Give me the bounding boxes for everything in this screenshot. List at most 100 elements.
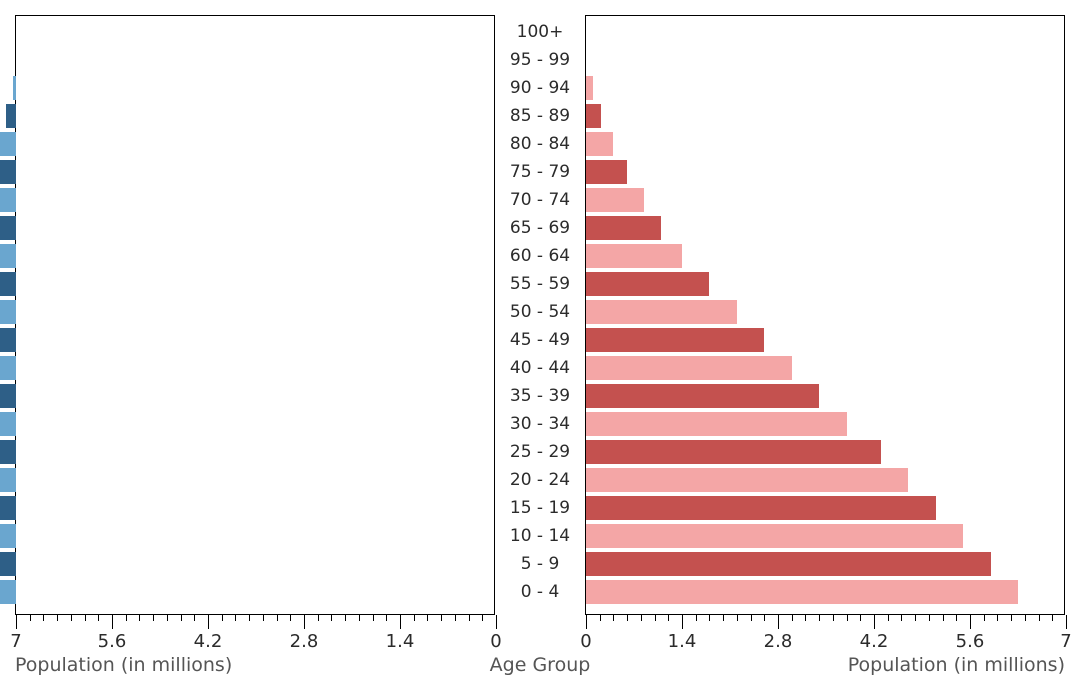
age-group-label: 65 - 69: [495, 218, 585, 238]
age-group-label: 90 - 94: [495, 78, 585, 98]
x-tick-label: 2.8: [290, 631, 319, 652]
x-tick: [764, 615, 765, 621]
bar-right: [586, 104, 601, 128]
x-tick: [668, 615, 669, 621]
age-group-label: 75 - 79: [495, 162, 585, 182]
x-tick: [482, 615, 483, 621]
x-tick: [167, 615, 168, 621]
x-tick: [98, 615, 99, 621]
age-group-label: 5 - 9: [495, 554, 585, 574]
bar-right: [586, 580, 1018, 604]
bar-left: [0, 384, 16, 408]
age-group-label: 15 - 19: [495, 498, 585, 518]
bar-left: [0, 328, 16, 352]
x-tick-label: 4.2: [860, 631, 889, 652]
x-tick: [318, 615, 319, 621]
x-tick: [85, 615, 86, 621]
bar-left: [0, 440, 16, 464]
x-tick: [222, 615, 223, 621]
population-pyramid: 01.42.84.25.67 100+95 - 9990 - 9485 - 89…: [0, 0, 1080, 694]
bar-left: [0, 552, 16, 576]
x-tick: [359, 615, 360, 621]
x-tick: [263, 615, 264, 621]
x-tick: [929, 615, 930, 621]
x-tick: [400, 615, 401, 629]
x-tick: [915, 615, 916, 621]
x-tick: [126, 615, 127, 621]
bar-left: [13, 76, 16, 100]
x-tick: [874, 615, 875, 629]
x-tick: [139, 615, 140, 621]
age-group-label: 85 - 89: [495, 106, 585, 126]
age-group-label: 95 - 99: [495, 50, 585, 70]
x-tick: [792, 615, 793, 621]
x-tick: [655, 615, 656, 621]
bar-left: [0, 272, 16, 296]
bar-right: [586, 524, 963, 548]
bar-right: [586, 552, 991, 576]
bar-left: [0, 468, 16, 492]
bar-left: [6, 104, 16, 128]
x-tick: [441, 615, 442, 621]
x-tick: [112, 615, 113, 629]
age-group-label: 70 - 74: [495, 190, 585, 210]
x-tick-label: 7: [1060, 631, 1071, 652]
bar-left: [0, 496, 16, 520]
x-tick: [71, 615, 72, 621]
bar-right: [586, 496, 936, 520]
x-tick: [30, 615, 31, 621]
age-group-label: 40 - 44: [495, 358, 585, 378]
x-tick: [469, 615, 470, 621]
x-tick: [833, 615, 834, 621]
x-tick: [1039, 615, 1040, 621]
age-group-label: 80 - 84: [495, 134, 585, 154]
x-tick: [304, 615, 305, 629]
x-tick-label: 1.4: [668, 631, 697, 652]
age-group-label: 35 - 39: [495, 386, 585, 406]
bar-right: [586, 300, 737, 324]
x-tick: [181, 615, 182, 621]
age-group-label: 60 - 64: [495, 246, 585, 266]
bar-left: [0, 244, 16, 268]
x-tick: [627, 615, 628, 621]
x-tick: [778, 615, 779, 629]
bar-left: [0, 356, 16, 380]
bar-right: [586, 272, 709, 296]
x-tick: [290, 615, 291, 621]
x-tick: [455, 615, 456, 621]
bar-right: [586, 244, 682, 268]
age-group-label: 55 - 59: [495, 274, 585, 294]
age-group-label: 20 - 24: [495, 470, 585, 490]
x-tick-label: 5.6: [98, 631, 127, 652]
x-tick: [208, 615, 209, 629]
age-group-label: 30 - 34: [495, 414, 585, 434]
x-tick: [709, 615, 710, 621]
bar-right: [586, 216, 661, 240]
x-tick-label: 5.6: [956, 631, 985, 652]
x-tick: [496, 615, 497, 629]
x-tick: [331, 615, 332, 621]
chart-area: 01.42.84.25.67 100+ 95 - 99 90 - 94 85 - 89…: [15, 15, 1065, 615]
x-tick: [847, 615, 848, 621]
bar-right: [586, 160, 627, 184]
x-tick: [600, 615, 601, 621]
x-tick: [970, 615, 971, 629]
bar-right: [586, 356, 792, 380]
age-group-label: 100+: [495, 22, 585, 42]
bar-left: [0, 524, 16, 548]
x-tick-label: 7: [10, 631, 21, 652]
x-tick: [235, 615, 236, 621]
x-tick: [57, 615, 58, 621]
x-tick: [194, 615, 195, 621]
bar-left: [0, 412, 16, 436]
x-tick: [737, 615, 738, 621]
bar-right: [586, 132, 613, 156]
bar-right: [586, 76, 593, 100]
x-tick: [386, 615, 387, 621]
x-tick-label: 0: [490, 631, 501, 652]
bar-left: [0, 188, 16, 212]
x-tick: [1011, 615, 1012, 621]
age-group-label: 45 - 49: [495, 330, 585, 350]
panel-left: 01.42.84.25.67: [15, 15, 495, 615]
x-tick: [888, 615, 889, 621]
